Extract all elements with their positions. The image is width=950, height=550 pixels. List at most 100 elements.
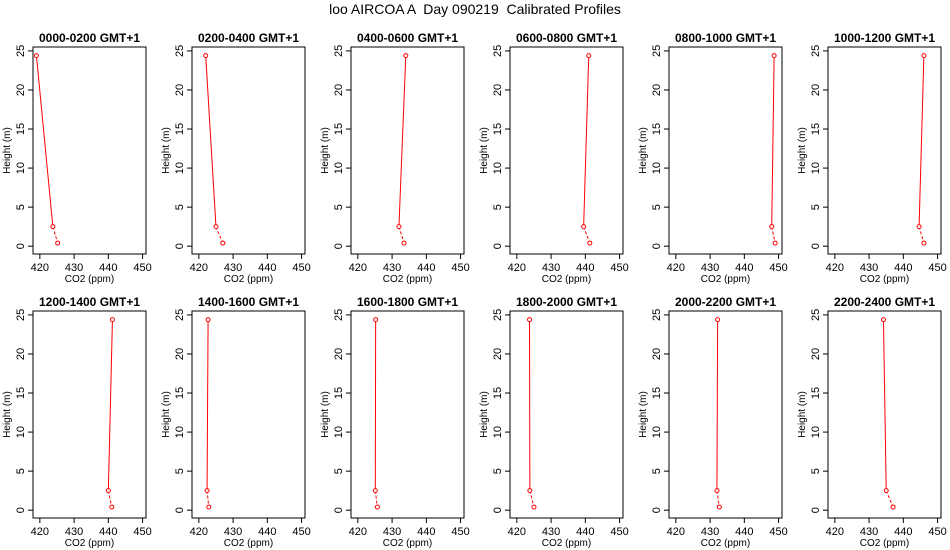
data-point bbox=[772, 240, 778, 246]
y-tick-label: 20 bbox=[174, 84, 186, 96]
x-tick-label: 440 bbox=[894, 262, 912, 274]
y-tick-label: 20 bbox=[174, 348, 186, 360]
profile-panel: 0200-0400 GMT+1 420 430 440 450 CO2 (ppm) 0 5 10… bbox=[161, 31, 311, 285]
y-axis-label: Height (m) bbox=[479, 127, 490, 174]
x-tick-label: 420 bbox=[190, 526, 208, 538]
x-tick-label: 430 bbox=[65, 262, 83, 274]
plot-frame bbox=[350, 46, 465, 255]
y-axis-label: Height (m) bbox=[797, 391, 808, 438]
plot-frame bbox=[827, 310, 942, 519]
x-tick-label: 430 bbox=[65, 526, 83, 538]
plot-frame bbox=[191, 310, 306, 519]
profile-line-segment bbox=[918, 226, 925, 244]
y-tick-label: 15 bbox=[333, 387, 345, 399]
plot-frame bbox=[827, 46, 942, 255]
data-point bbox=[55, 240, 61, 246]
x-tick-label: 440 bbox=[417, 262, 435, 274]
x-tick-label: 420 bbox=[826, 262, 844, 274]
y-tick-label: 25 bbox=[174, 309, 186, 321]
y-axis-label: Height (m) bbox=[161, 127, 172, 174]
x-axis-label: CO2 (ppm) bbox=[860, 274, 909, 285]
profile-line-segment bbox=[52, 226, 59, 244]
y-tick-label: 10 bbox=[810, 426, 822, 438]
data-point bbox=[769, 224, 775, 230]
x-tick-label: 430 bbox=[542, 526, 560, 538]
panel-title: 0400-0600 GMT+1 bbox=[357, 31, 458, 45]
y-axis-label: Height (m) bbox=[320, 391, 331, 438]
y-axis-label: Height (m) bbox=[2, 127, 13, 174]
y-tick-label: 10 bbox=[15, 426, 27, 438]
data-point bbox=[220, 240, 226, 246]
profile-panel: 1800-2000 GMT+1 420 430 440 450 CO2 (ppm) 0 5 10… bbox=[479, 295, 629, 549]
profile-line-segment bbox=[885, 490, 894, 508]
x-axis-label: CO2 (ppm) bbox=[701, 538, 750, 549]
data-point bbox=[403, 53, 409, 59]
plot-frame bbox=[509, 310, 624, 519]
y-tick-label: 5 bbox=[492, 204, 504, 210]
profile-line-segment bbox=[529, 490, 535, 508]
y-tick-label: 25 bbox=[810, 45, 822, 57]
y-tick-label: 20 bbox=[651, 348, 663, 360]
data-point bbox=[205, 317, 211, 323]
profile-panel: 1400-1600 GMT+1 420 430 440 450 CO2 (ppm) 0 5 10… bbox=[161, 295, 311, 549]
x-tick-label: 450 bbox=[610, 526, 628, 538]
data-point bbox=[401, 240, 407, 246]
panel-title: 0000-0200 GMT+1 bbox=[39, 31, 140, 45]
x-tick-label: 450 bbox=[769, 262, 787, 274]
x-tick-label: 430 bbox=[701, 526, 719, 538]
y-axis-label: Height (m) bbox=[161, 391, 172, 438]
x-axis-label: CO2 (ppm) bbox=[65, 274, 114, 285]
y-tick-label: 10 bbox=[333, 426, 345, 438]
x-tick-label: 420 bbox=[349, 526, 367, 538]
y-tick-label: 5 bbox=[492, 468, 504, 474]
profile-panel: 0600-0800 GMT+1 420 430 440 450 CO2 (ppm) 0 5 10… bbox=[479, 31, 629, 285]
x-tick-label: 440 bbox=[258, 262, 276, 274]
y-tick-label: 10 bbox=[174, 426, 186, 438]
y-tick-label: 5 bbox=[174, 204, 186, 210]
profile-line-segment bbox=[35, 55, 54, 227]
data-point bbox=[105, 488, 111, 494]
y-tick-label: 25 bbox=[492, 45, 504, 57]
panel-title: 1400-1600 GMT+1 bbox=[198, 295, 299, 309]
x-tick-label: 430 bbox=[224, 526, 242, 538]
y-tick-label: 25 bbox=[15, 45, 27, 57]
x-axis-label: CO2 (ppm) bbox=[542, 538, 591, 549]
y-tick-label: 10 bbox=[810, 162, 822, 174]
y-axis-label: Height (m) bbox=[797, 127, 808, 174]
y-tick-label: 15 bbox=[651, 387, 663, 399]
y-tick-label: 25 bbox=[174, 45, 186, 57]
data-point bbox=[50, 224, 56, 230]
y-tick-label: 5 bbox=[651, 204, 663, 210]
y-tick-label: 0 bbox=[174, 243, 186, 249]
y-axis-label: Height (m) bbox=[320, 127, 331, 174]
x-tick-label: 450 bbox=[451, 526, 469, 538]
x-tick-label: 420 bbox=[826, 526, 844, 538]
data-point bbox=[531, 504, 537, 510]
x-axis-label: CO2 (ppm) bbox=[860, 538, 909, 549]
y-tick-label: 10 bbox=[333, 162, 345, 174]
data-point bbox=[527, 488, 533, 494]
plot-frame bbox=[32, 310, 147, 519]
y-tick-label: 5 bbox=[333, 204, 345, 210]
y-axis-label: Height (m) bbox=[479, 391, 490, 438]
panel-title: 1600-1800 GMT+1 bbox=[357, 295, 458, 309]
x-tick-label: 430 bbox=[860, 526, 878, 538]
y-tick-label: 0 bbox=[333, 243, 345, 249]
y-tick-label: 20 bbox=[492, 348, 504, 360]
data-point bbox=[921, 53, 927, 59]
data-point bbox=[527, 317, 533, 323]
x-tick-label: 440 bbox=[576, 262, 594, 274]
panel-title: 1200-1400 GMT+1 bbox=[39, 295, 140, 309]
profile-panel: 0400-0600 GMT+1 420 430 440 450 CO2 (ppm) 0 5 10… bbox=[320, 31, 470, 285]
y-tick-label: 0 bbox=[492, 507, 504, 513]
y-tick-label: 15 bbox=[333, 123, 345, 135]
y-tick-label: 15 bbox=[174, 387, 186, 399]
x-tick-label: 450 bbox=[610, 262, 628, 274]
x-tick-label: 440 bbox=[576, 526, 594, 538]
x-tick-label: 450 bbox=[769, 526, 787, 538]
profile-line-segment bbox=[107, 490, 113, 508]
data-point bbox=[916, 224, 922, 230]
y-tick-label: 10 bbox=[651, 426, 663, 438]
x-tick-label: 440 bbox=[894, 526, 912, 538]
data-point bbox=[771, 53, 777, 59]
